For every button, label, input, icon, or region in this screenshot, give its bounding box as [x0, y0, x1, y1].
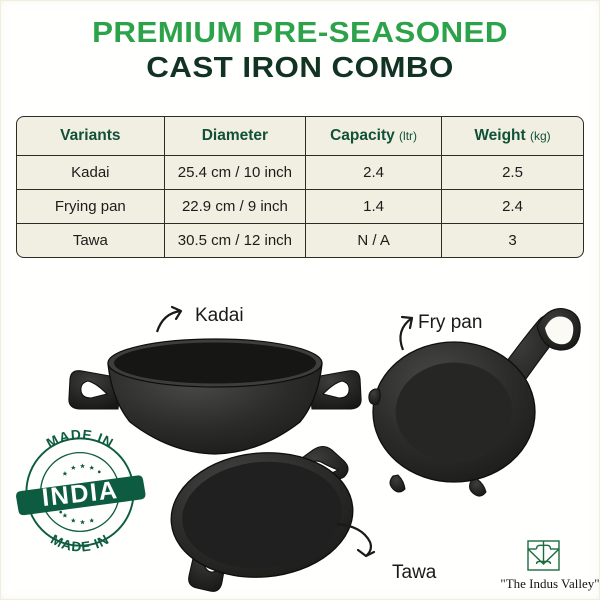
- svg-text:Kadai: Kadai: [195, 305, 244, 326]
- svg-text:INDIA: INDIA: [41, 476, 120, 512]
- svg-text:MADE IN: MADE IN: [48, 531, 112, 555]
- svg-text:Fry pan: Fry pan: [418, 312, 482, 333]
- svg-text:MADE IN: MADE IN: [44, 426, 117, 451]
- svg-text:Tawa: Tawa: [392, 562, 437, 583]
